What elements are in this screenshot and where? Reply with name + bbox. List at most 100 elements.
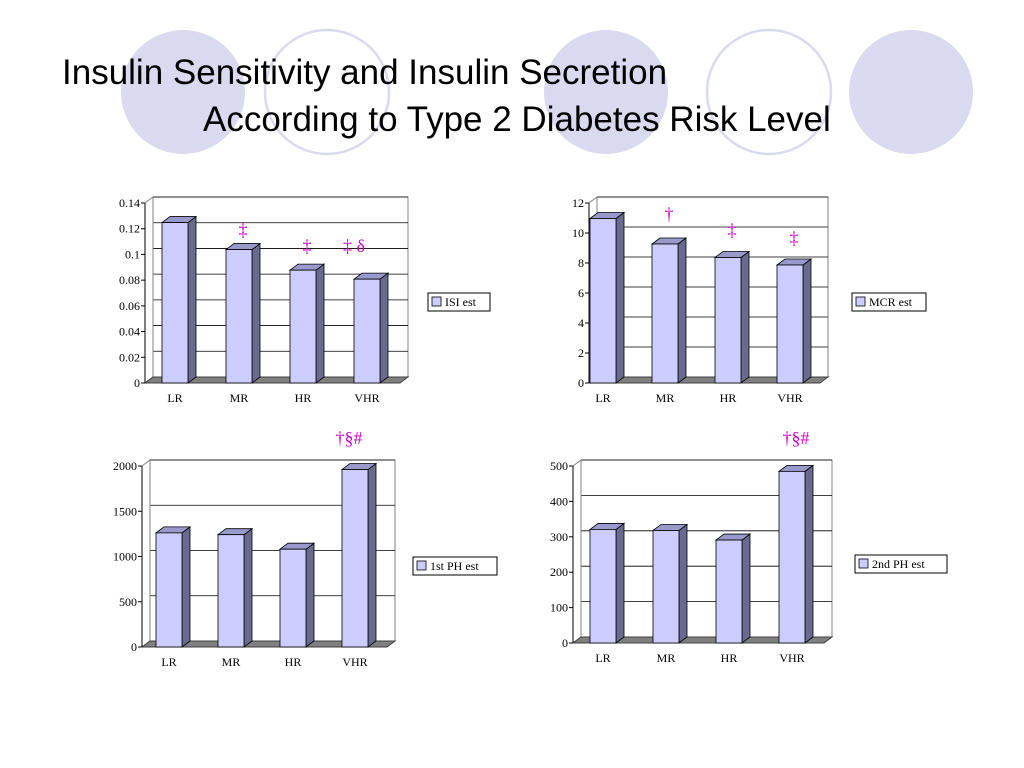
side-wall — [572, 459, 582, 644]
y-tick-label: 6 — [578, 286, 584, 300]
x-tick-label: VHR — [777, 391, 802, 405]
bar-front — [714, 257, 742, 384]
bar-side — [741, 533, 751, 644]
y-tick-label: 10 — [572, 226, 584, 240]
slide-title-line-2: According to Type 2 Diabetes Risk Level — [203, 100, 831, 139]
bar-LR — [160, 215, 198, 384]
x-tick-label: VHR — [779, 651, 804, 665]
bar-MR — [650, 237, 688, 384]
x-tick-label: VHR — [342, 655, 367, 669]
legend-label: 2nd PH est — [872, 557, 925, 571]
decorative-circles — [121, 28, 973, 156]
bar-VHR — [340, 462, 378, 648]
significance-marker: †§# — [336, 428, 363, 448]
y-tick-label: 300 — [550, 530, 568, 544]
x-tick-label: LR — [167, 391, 182, 405]
legend-box — [851, 292, 927, 312]
bar-side — [187, 215, 197, 384]
legend-box — [854, 554, 948, 574]
bar-MR — [224, 242, 262, 384]
bar-side — [181, 526, 191, 648]
x-tick-label: VHR — [354, 391, 379, 405]
legend-label: 1st PH est — [430, 559, 479, 573]
x-tick-label: HR — [721, 651, 738, 665]
bar-side — [678, 523, 688, 644]
side-wall — [144, 196, 154, 384]
significance-marker: ‡ δ — [343, 236, 365, 256]
y-tick-label: 1500 — [113, 504, 137, 518]
y-tick-label: 0.02 — [119, 350, 140, 364]
significance-marker: † — [665, 204, 674, 224]
y-tick-label: 100 — [550, 601, 568, 615]
bar-side — [804, 464, 814, 644]
y-tick-label: 0.14 — [119, 196, 140, 210]
legend: 1st PH est — [412, 556, 498, 576]
slide-title-line-1: Insulin Sensitivity and Insulin Secretio… — [62, 53, 668, 92]
bar-front — [289, 269, 317, 384]
bar-side — [615, 211, 625, 384]
bar-MR — [651, 523, 689, 644]
x-tick-label: MR — [230, 391, 249, 405]
y-tick-label: 0.12 — [119, 222, 140, 236]
y-tick-label: 0 — [131, 640, 137, 654]
bar-MR — [216, 527, 254, 648]
y-tick-label: 12 — [572, 196, 584, 210]
significance-marker: †§# — [783, 428, 810, 448]
bar-front — [776, 264, 804, 384]
bar-LR — [588, 211, 626, 384]
bar-front — [341, 469, 369, 648]
legend-box — [412, 556, 498, 576]
deco-circle-ring — [705, 28, 833, 156]
bar-front — [715, 539, 743, 644]
bar-HR — [278, 542, 316, 648]
legend-swatch — [858, 558, 869, 569]
bar-front — [217, 534, 245, 648]
significance-marker: ‡ — [303, 236, 312, 256]
bar-front — [161, 222, 189, 384]
legend-box — [427, 292, 491, 312]
bar-front — [589, 529, 617, 644]
bar-VHR — [775, 258, 813, 384]
y-tick-label: 0 — [578, 376, 584, 390]
legend-label: ISI est — [445, 295, 477, 309]
bar-side — [305, 542, 315, 648]
deco-circle-filled — [121, 30, 245, 154]
y-tick-label: 0.08 — [119, 273, 140, 287]
x-tick-label: LR — [161, 655, 176, 669]
y-tick-label: 200 — [550, 565, 568, 579]
y-tick-label: 2000 — [113, 459, 137, 473]
y-tick-label: 2 — [578, 346, 584, 360]
bar-front — [589, 218, 617, 384]
bar-chart-2: 0 2 4 6 8 10 12 LR MR † HR ‡ VHR ‡ MCR est — [572, 196, 927, 405]
bar-side — [677, 237, 687, 384]
x-tick-label: LR — [595, 391, 610, 405]
bar-LR — [588, 522, 626, 644]
x-tick-label: MR — [657, 651, 676, 665]
bar-side — [251, 242, 261, 384]
bar-VHR — [352, 272, 390, 384]
bar-front — [353, 278, 381, 384]
legend-swatch — [855, 296, 866, 307]
y-tick-label: 0.1 — [125, 247, 140, 261]
bar-side — [367, 462, 377, 648]
legend: ISI est — [427, 292, 491, 312]
y-tick-label: 0.04 — [119, 325, 140, 339]
y-tick-label: 0 — [134, 376, 140, 390]
bar-chart-1: 0 0.02 0.04 0.06 0.08 0.1 0.12 0.14 LR MR ‡ HR ‡ VHR ‡… — [119, 196, 491, 405]
y-tick-label: 1000 — [113, 550, 137, 564]
bar-side — [243, 527, 253, 648]
y-tick-label: 0 — [562, 636, 568, 650]
side-wall — [141, 459, 151, 648]
bar-front — [652, 530, 680, 644]
x-tick-label: HR — [720, 391, 737, 405]
y-tick-label: 8 — [578, 256, 584, 270]
x-tick-label: MR — [222, 655, 241, 669]
legend-swatch — [416, 560, 427, 571]
legend: MCR est — [851, 292, 927, 312]
bar-side — [615, 522, 625, 644]
bar-front — [651, 243, 679, 384]
bar-front — [155, 532, 183, 648]
bar-HR — [714, 533, 752, 644]
y-tick-label: 500 — [119, 595, 137, 609]
